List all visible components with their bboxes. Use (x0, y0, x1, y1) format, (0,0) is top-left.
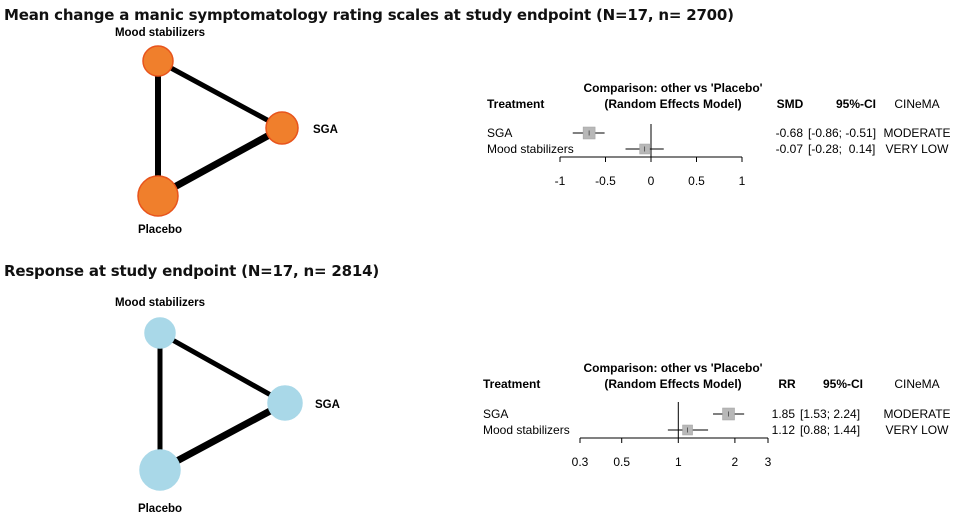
section-title-mean-change: Mean change a manic symptomatology ratin… (4, 6, 734, 24)
forest-row-cinema: VERY LOW (886, 423, 950, 437)
forest-axis-tick-label: 1 (739, 174, 746, 188)
forest-row-cinema: VERY LOW (886, 142, 950, 156)
section-title-response: Response at study endpoint (N=17, n= 281… (4, 262, 380, 280)
forest-header-ci: 95%-CI (836, 97, 876, 111)
forest-row-treatment: Mood stabilizers (487, 142, 574, 156)
network-node-mood (142, 45, 174, 77)
forest-header-comparison: Comparison: other vs 'Placebo' (583, 81, 762, 95)
forest-row-ci: [0.88; 1.44] (800, 423, 860, 437)
network-edge-mood-sga (157, 330, 288, 406)
network-node-label-mood: Mood stabilizers (115, 297, 205, 309)
forest-axis-tick-label: -0.5 (595, 174, 616, 188)
network-node-label-sga: SGA (313, 124, 338, 136)
forest-axis-tick-label: 3 (765, 455, 772, 469)
network-node-label-placebo: Placebo (138, 503, 182, 515)
forest-row-ci: [-0.28; 0.14] (808, 142, 875, 156)
network-edge-sga-placebo (154, 124, 286, 200)
forest-axis-tick-label: -1 (555, 174, 566, 188)
forest-axis-tick-label: 0 (648, 174, 655, 188)
forest-axis-tick-label: 2 (732, 455, 739, 469)
forest-row-estimate: -0.07 (776, 142, 804, 156)
forest-row-cinema: MODERATE (883, 126, 950, 140)
forest-header-cinema: CINeMA (894, 377, 939, 391)
forest-row-estimate: 1.12 (772, 423, 796, 437)
forest-header-treatment: Treatment (487, 97, 544, 111)
forest-row-cinema: MODERATE (883, 407, 950, 421)
network-node-placebo (139, 449, 181, 491)
network-node-mood (144, 317, 176, 349)
forest-row-treatment: Mood stabilizers (483, 423, 570, 437)
network-node-placebo (137, 175, 179, 217)
forest-row-ci: [1.53; 2.24] (800, 407, 860, 421)
forest-header-measure: RR (778, 377, 796, 391)
network-node-label-placebo: Placebo (138, 224, 182, 236)
forest-axis-tick-label: 0.3 (572, 455, 589, 469)
forest-row-estimate: 1.85 (772, 407, 796, 421)
forest-row-treatment: SGA (483, 407, 508, 421)
network-edge-mood-sga (155, 58, 285, 131)
network-node-sga (265, 111, 299, 145)
network-node-label-sga: SGA (315, 399, 340, 411)
forest-axis-tick-label: 0.5 (688, 174, 705, 188)
forest-header-model: (Random Effects Model) (604, 97, 741, 111)
forest-header-cinema: CINeMA (894, 97, 939, 111)
forest-row-ci: [-0.86; -0.51] (808, 126, 876, 140)
forest-header-model: (Random Effects Model) (604, 377, 741, 391)
network-node-sga (267, 385, 303, 421)
forest-axis-tick-label: 0.5 (613, 455, 630, 469)
forest-header-treatment: Treatment (483, 377, 540, 391)
network-node-label-mood: Mood stabilizers (115, 27, 205, 39)
forest-header-comparison: Comparison: other vs 'Placebo' (583, 361, 762, 375)
forest-row-treatment: SGA (487, 126, 512, 140)
forest-header-measure: SMD (777, 97, 804, 111)
forest-header-ci: 95%-CI (823, 377, 863, 391)
forest-row-estimate: -0.68 (776, 126, 804, 140)
network-edge-sga-placebo (156, 399, 289, 474)
forest-axis-tick-label: 1 (675, 455, 682, 469)
